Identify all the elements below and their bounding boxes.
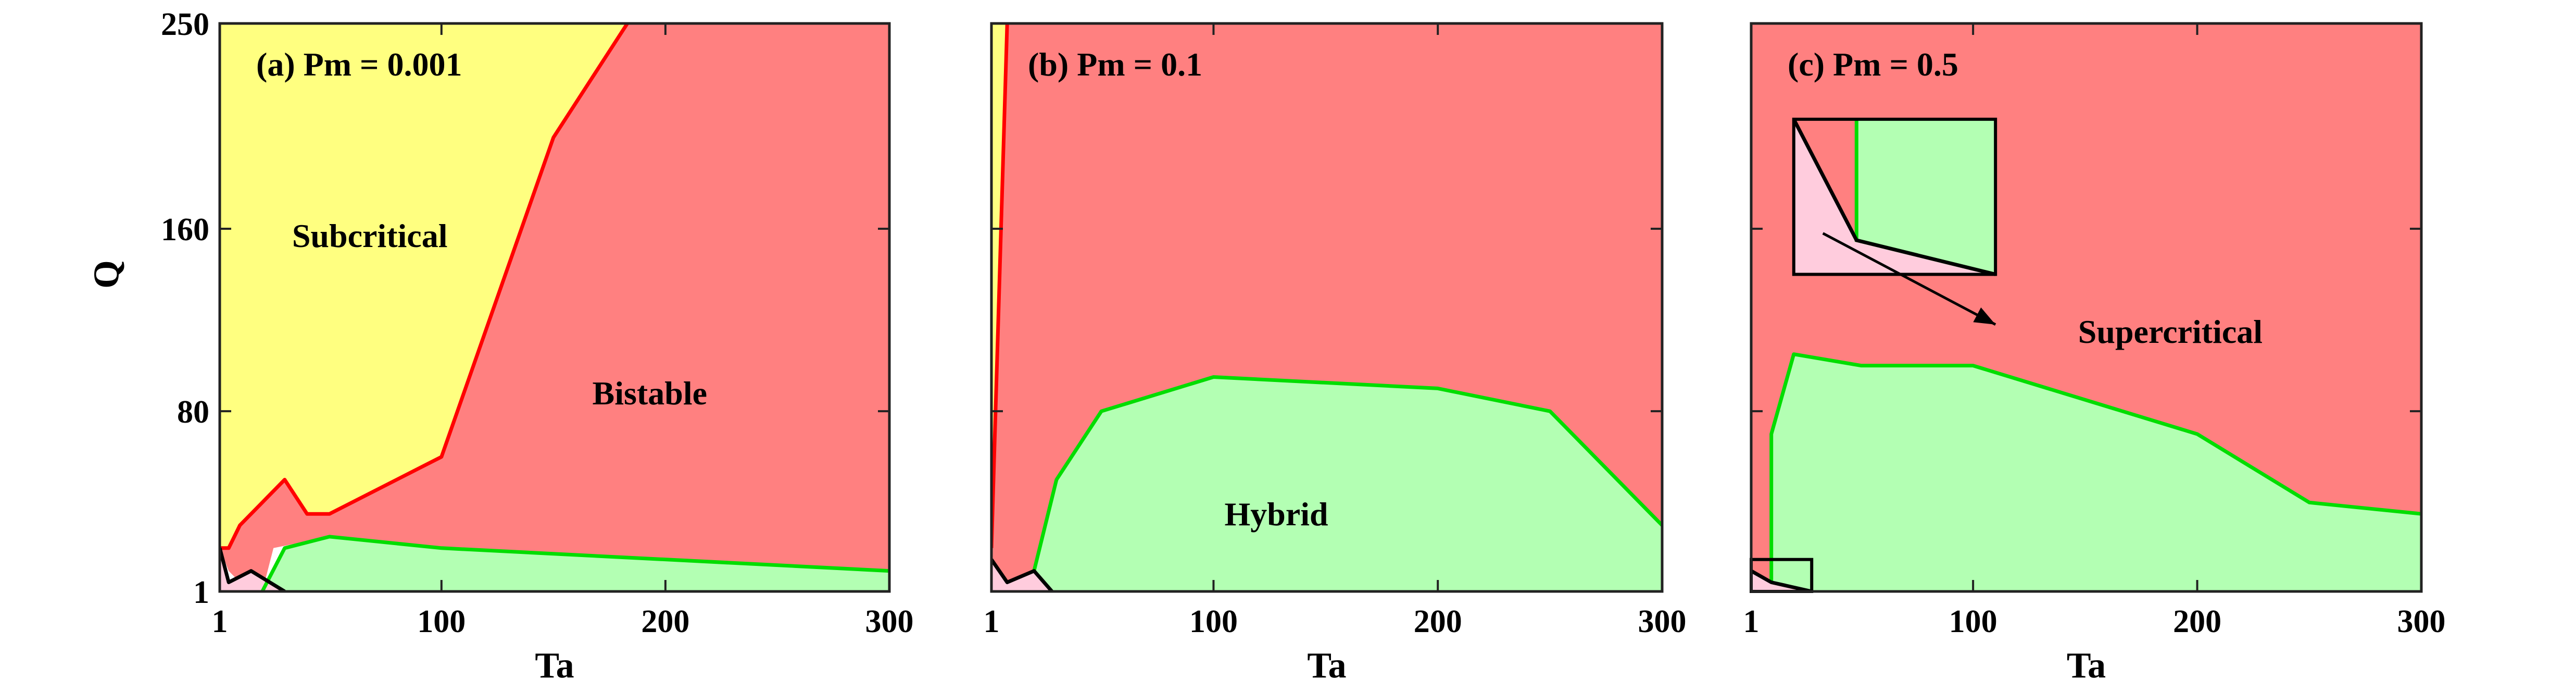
x-axis-title: Ta [1307, 646, 1346, 686]
y-axis-title: Q [86, 260, 127, 288]
panel-title: (a) Pm = 0.001 [256, 46, 462, 83]
inset-arrow-head [1973, 307, 1996, 325]
inset-arrow [1822, 232, 1996, 326]
x-tick-label: 200 [1414, 604, 1462, 639]
x-tick-label: 300 [865, 604, 914, 639]
region-supercritical [1751, 571, 1812, 591]
inset-region-hybrid [1856, 119, 1996, 275]
region-label-hybrid: Hybrid [1224, 496, 1328, 533]
panel-c: 1 100 200 300 Ta (c) Pm = 0.5 Supercritical [1743, 22, 2446, 686]
plot-frame [990, 22, 1664, 593]
region-subcritical [220, 23, 627, 548]
x-tick-label: 100 [1189, 604, 1238, 639]
inset-region-supercritical [1793, 119, 1996, 275]
plot-frame [218, 22, 891, 593]
x-tick-label: 200 [2173, 604, 2221, 639]
x-tick-label: 300 [2397, 604, 2446, 639]
x-tick-label: 1 [1743, 604, 1760, 639]
panel-b: 1 100 200 300 Ta (b) Pm = 0.1 Hybrid [984, 22, 1687, 686]
x-tick-label: 100 [417, 604, 466, 639]
boundary-line [220, 23, 629, 550]
region-label-subcritical: Subcritical [292, 217, 448, 254]
x-tick-label: 100 [1949, 604, 1997, 639]
boundary-line [260, 535, 889, 591]
plot-area [1751, 23, 2421, 591]
plot-area [991, 23, 1662, 591]
y-tick-label: 250 [161, 7, 209, 42]
x-tick-label: 1 [212, 604, 228, 639]
boundary-line [991, 23, 1009, 548]
boundary-line [991, 558, 1053, 591]
x-axis-title: Ta [2067, 646, 2106, 686]
region-hybrid [1771, 354, 2421, 591]
region-hybrid [262, 536, 889, 591]
x-tick-label: 300 [1638, 604, 1687, 639]
region-bistable [220, 23, 889, 591]
boundary-line [1751, 569, 1812, 591]
x-tick-label: 1 [984, 604, 1000, 639]
inset [1792, 117, 1997, 276]
y-tick-label: 80 [177, 394, 209, 430]
inset-supercritical-boundary [1792, 118, 1996, 276]
plot-frame [1750, 22, 2423, 593]
region-label-supercritical: Supercritical [2078, 313, 2263, 350]
panel-a: 1 100 200 300 1 80 160 250 Ta Q (a) Pm = 0.001 Subc… [86, 7, 914, 686]
boundary-line [1032, 375, 1662, 572]
x-axis-title: Ta [535, 646, 574, 686]
boundary-line [1769, 352, 2421, 583]
boundary-line [220, 547, 286, 591]
inset-frame [1792, 117, 1997, 276]
region-hybrid [1034, 377, 1662, 591]
panel-title: (b) Pm = 0.1 [1028, 46, 1202, 83]
y-tick-label: 160 [161, 212, 209, 248]
region-bistable [991, 23, 1662, 583]
region-label-bistable: Bistable [593, 375, 707, 412]
plot-area [220, 23, 889, 591]
x-tick-label: 200 [641, 604, 689, 639]
panel-title: (c) Pm = 0.5 [1788, 46, 1958, 83]
y-tick-label: 1 [193, 575, 209, 610]
